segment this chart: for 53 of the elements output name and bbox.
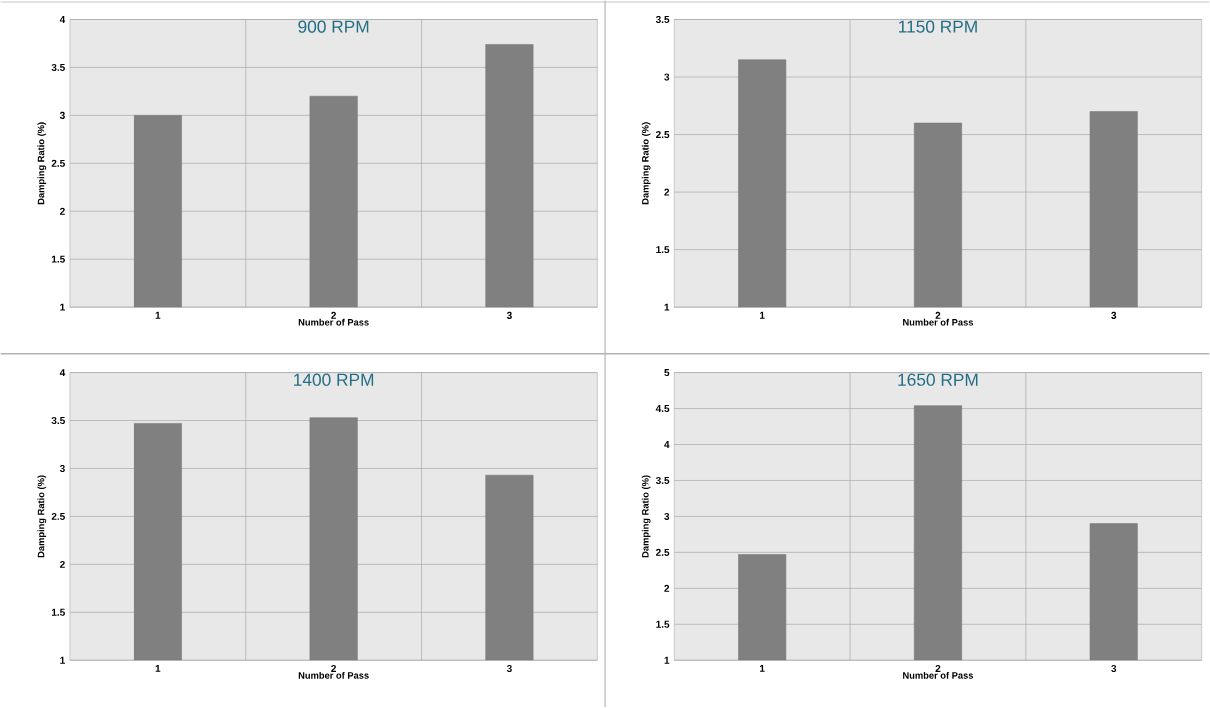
x-tick-label: 2 (331, 665, 337, 673)
x-tick-label: 2 (935, 665, 941, 673)
x-tick-label: 1 (760, 312, 765, 319)
y-tick-label: 2.5 (656, 131, 670, 139)
y-tick-label: 3.5 (51, 64, 65, 72)
y-tick-label: 1 (60, 657, 65, 664)
chart-title: 900 RPM (298, 20, 369, 33)
x-tick-label: 3 (1111, 312, 1117, 320)
x-tick-label: 3 (1111, 665, 1117, 673)
y-tick-label: 3 (59, 465, 65, 473)
chart-title: 1150 RPM (899, 20, 977, 33)
y-axis-title: Damping Ratio (%) (641, 122, 651, 205)
y-tick-label: 5 (664, 369, 670, 377)
y-tick-label: 3.5 (655, 477, 670, 485)
y-tick-label: 2 (60, 561, 65, 569)
x-tick-label: 2 (331, 312, 337, 320)
chart-title: 1650 RPM (898, 373, 978, 387)
y-tick-label: 4.5 (655, 405, 670, 413)
x-axis-title: Number of Pass (298, 319, 369, 326)
y-tick-label: 2 (60, 208, 65, 215)
y-tick-label: 1.5 (51, 609, 65, 617)
y-axis-title: Damping Ratio (%) (641, 475, 651, 558)
y-tick-label: 2 (664, 585, 670, 593)
y-tick-label: 1.5 (51, 255, 65, 263)
y-tick-label: 1 (60, 303, 65, 311)
chart-title: 1400 RPM (294, 373, 374, 387)
y-tick-label: 3.5 (51, 417, 65, 425)
y-axis-title: Damping Ratio (%) (37, 475, 47, 558)
x-tick-label: 3 (506, 312, 512, 320)
x-tick-label: 1 (155, 312, 161, 319)
y-tick-label: 4 (59, 16, 66, 24)
x-tick-label: 1 (760, 665, 765, 673)
x-axis-title: Number of Pass (903, 319, 974, 326)
x-tick-label: 1 (155, 665, 161, 673)
y-tick-label: 3 (664, 513, 670, 521)
y-tick-label: 1 (664, 657, 670, 664)
y-tick-label: 1.5 (656, 246, 670, 254)
y-tick-label: 4 (59, 369, 66, 377)
y-tick-label: 2.5 (51, 513, 65, 521)
x-axis-title: Number of Pass (903, 672, 974, 679)
y-tick-label: 3.5 (655, 16, 670, 24)
y-tick-label: 1 (664, 303, 670, 311)
y-axis-title: Damping Ratio (%) (37, 122, 47, 205)
y-tick-label: 2 (664, 188, 670, 196)
x-tick-label: 3 (506, 665, 512, 673)
y-tick-label: 1.5 (656, 621, 670, 629)
x-axis-title: Number of Pass (298, 672, 369, 679)
y-tick-label: 3 (664, 73, 670, 81)
y-tick-label: 2.5 (656, 549, 670, 557)
y-tick-label: 3 (59, 112, 65, 120)
y-tick-label: 2.5 (51, 160, 65, 168)
x-tick-label: 2 (935, 312, 941, 320)
y-tick-label: 4 (664, 441, 670, 449)
